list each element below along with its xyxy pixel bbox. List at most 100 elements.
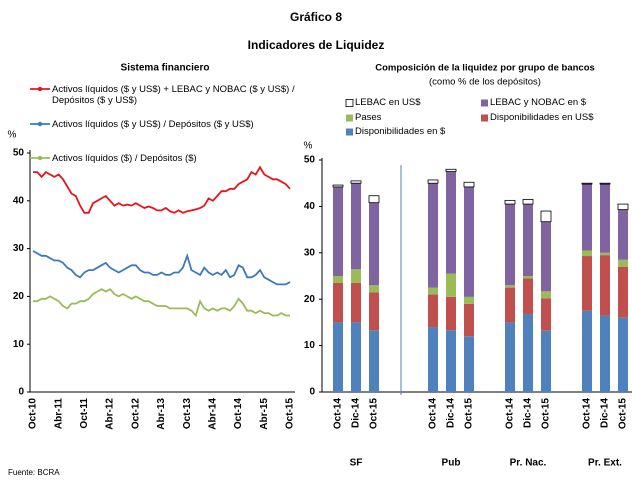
x-tick-label: Dic-14 xyxy=(523,398,534,428)
legend-swatch xyxy=(346,128,353,136)
bar-segment xyxy=(541,330,551,392)
bar-segment xyxy=(445,168,457,172)
bar-segment xyxy=(427,179,439,184)
bar-segment xyxy=(582,184,592,251)
bar-segment xyxy=(351,269,361,283)
bar-segment xyxy=(618,266,628,318)
x-tick-label: Oct-11 xyxy=(79,398,90,429)
x-tick-label: Abr-13 xyxy=(156,398,167,430)
bar-segment xyxy=(581,182,593,185)
page-subtitle: Indicadores de Liquidez xyxy=(248,38,385,52)
group-label: Pr. Ext. xyxy=(588,458,622,469)
x-tick-label: Dic-14 xyxy=(600,398,611,428)
x-tick-label: Oct-12 xyxy=(130,398,141,430)
bar-segment xyxy=(618,209,628,260)
legend-swatch xyxy=(345,99,354,107)
y-tick-label: 0 xyxy=(309,387,315,398)
x-tick-label: Abr-11 xyxy=(53,398,64,430)
bar-segment xyxy=(446,273,456,297)
bar-segment xyxy=(446,171,456,274)
bar-segment xyxy=(505,285,515,288)
y-tick-label: 20 xyxy=(13,291,25,302)
legend-label: Activos líquidos ($ y US$) / Depósitos (… xyxy=(52,119,254,130)
bar-segment xyxy=(464,296,474,304)
legend-label: LEBAC en US$ xyxy=(355,97,421,108)
x-tick-label: Oct-14 xyxy=(233,398,244,430)
bar-segment xyxy=(333,282,343,323)
bar-segment xyxy=(464,186,474,297)
legend-label: Pases xyxy=(355,112,382,123)
bar-segment xyxy=(505,204,515,286)
y-tick-label: 0 xyxy=(18,387,24,398)
bar-segment xyxy=(522,199,534,205)
bar-segment xyxy=(600,184,610,253)
x-tick-label: Oct-15 xyxy=(285,398,296,430)
page-title: Gráfico 8 xyxy=(290,10,342,24)
bar-segment xyxy=(333,186,343,276)
y-tick-label: 30 xyxy=(13,243,25,254)
group-label: Pr. Nac. xyxy=(510,458,547,469)
bar-segment xyxy=(599,182,611,185)
x-tick-label: Abr-12 xyxy=(105,398,116,430)
x-tick-label: Oct-10 xyxy=(28,398,39,430)
bar-segment xyxy=(369,330,379,392)
legend-label: Activos líquidos ($) / Depósitos ($) xyxy=(52,153,197,164)
bar-segment xyxy=(618,259,628,267)
bar-segment xyxy=(332,184,344,188)
bar-segment xyxy=(446,330,456,392)
bar-segment xyxy=(523,276,533,279)
bar-segment xyxy=(505,322,515,392)
x-tick-label: Oct-14 xyxy=(333,398,344,430)
bar-segment xyxy=(368,195,380,204)
bar-segment xyxy=(351,183,361,270)
bar-segment xyxy=(523,204,533,276)
bar-segment xyxy=(582,310,592,392)
bar-segment xyxy=(428,294,438,328)
bar-segment xyxy=(333,276,343,283)
y-tick-label: 30 xyxy=(304,247,316,258)
y-tick-label: 40 xyxy=(304,201,316,212)
legend-swatch xyxy=(346,114,353,122)
bar-segment xyxy=(600,315,610,392)
bar-segment xyxy=(463,181,475,188)
legend-marker xyxy=(37,86,43,92)
legend-label: LEBAC y NOBAC en $ xyxy=(490,97,587,108)
bar-segment xyxy=(428,183,438,288)
bar-segment xyxy=(369,202,379,286)
y-tick-label: 50 xyxy=(13,148,25,159)
chart-title: Composición de la liquidez por grupo de … xyxy=(375,63,595,74)
line xyxy=(33,288,290,318)
bar-segment xyxy=(446,296,456,331)
x-tick-label: Abr-15 xyxy=(259,398,270,430)
legend-label: Disponibilidades en $ xyxy=(355,126,446,137)
bar-segment xyxy=(428,287,438,295)
bar-segment xyxy=(541,291,551,299)
bar-segment xyxy=(600,252,610,256)
bar-segment xyxy=(351,322,361,392)
bar-segment xyxy=(582,250,592,257)
bar-segment xyxy=(351,282,361,323)
y-tick-label: 10 xyxy=(304,340,316,351)
line xyxy=(32,250,291,286)
x-tick-label: Dic-14 xyxy=(446,398,457,428)
bar-segment xyxy=(369,292,379,331)
bar-segment xyxy=(617,203,629,211)
y-tick-label: 10 xyxy=(13,339,25,350)
bar-segment xyxy=(541,221,551,292)
legend-swatch xyxy=(481,114,488,122)
bar-segment xyxy=(464,336,474,392)
bar-segment xyxy=(600,255,610,316)
bar-segment xyxy=(582,256,592,311)
x-tick-label: Oct-13 xyxy=(182,398,193,430)
bar-segment xyxy=(350,180,362,184)
bar-segment xyxy=(504,199,516,205)
y-tick-label: 20 xyxy=(304,294,316,305)
bar-segment xyxy=(618,317,628,392)
legend-marker xyxy=(37,155,43,161)
chart-subtitle: (como % de los depósitos) xyxy=(429,77,541,88)
legend-label: Activos líquidos ($ y US$) + LEBAC y NOB… xyxy=(52,84,295,106)
x-tick-label: Oct-14 xyxy=(582,398,593,430)
x-tick-label: Abr-14 xyxy=(208,398,219,430)
bar-segment xyxy=(523,314,533,392)
